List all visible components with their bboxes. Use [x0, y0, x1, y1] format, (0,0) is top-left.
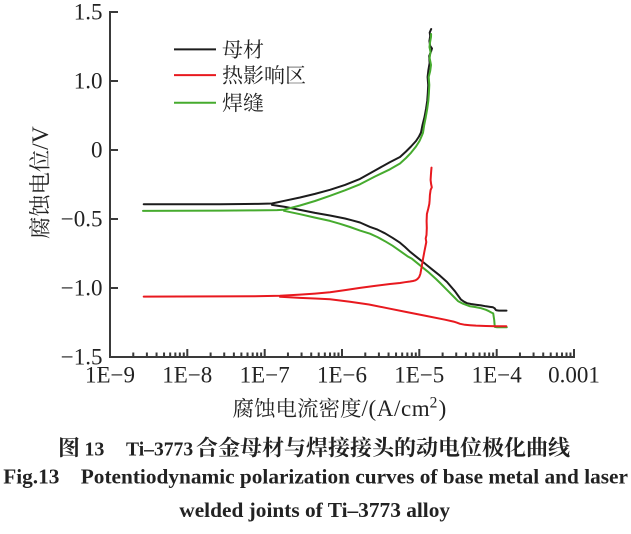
- svg-text:1E−8: 1E−8: [162, 363, 212, 388]
- svg-text:1.0: 1.0: [74, 69, 103, 94]
- svg-text:1E−5: 1E−5: [394, 363, 444, 388]
- svg-text:1E−7: 1E−7: [240, 363, 290, 388]
- svg-text:−0.5: −0.5: [61, 207, 103, 232]
- svg-text:Ti–3773: Ti–3773: [126, 439, 193, 460]
- svg-text:0.001: 0.001: [548, 363, 600, 388]
- svg-text:2: 2: [430, 395, 438, 412]
- svg-text:/V: /V: [28, 126, 54, 150]
- svg-text:−1.0: −1.0: [61, 276, 103, 301]
- svg-text:welded joints of Ti–3773 alloy: welded joints of Ti–3773 alloy: [179, 498, 450, 522]
- svg-text:1.5: 1.5: [74, 0, 103, 25]
- svg-text:0: 0: [91, 138, 103, 163]
- svg-text:/(A/cm: /(A/cm: [362, 396, 431, 421]
- svg-text:Potentiodynamic polarization c: Potentiodynamic polarization curves of b…: [81, 465, 628, 489]
- svg-text:Fig.13: Fig.13: [3, 465, 59, 489]
- svg-text:): ): [439, 396, 447, 421]
- svg-text:1E−9: 1E−9: [85, 363, 135, 388]
- svg-text:1E−4: 1E−4: [472, 363, 523, 388]
- svg-text:1E−6: 1E−6: [317, 363, 367, 388]
- svg-text:−1.5: −1.5: [61, 345, 103, 370]
- svg-text:13: 13: [84, 438, 104, 460]
